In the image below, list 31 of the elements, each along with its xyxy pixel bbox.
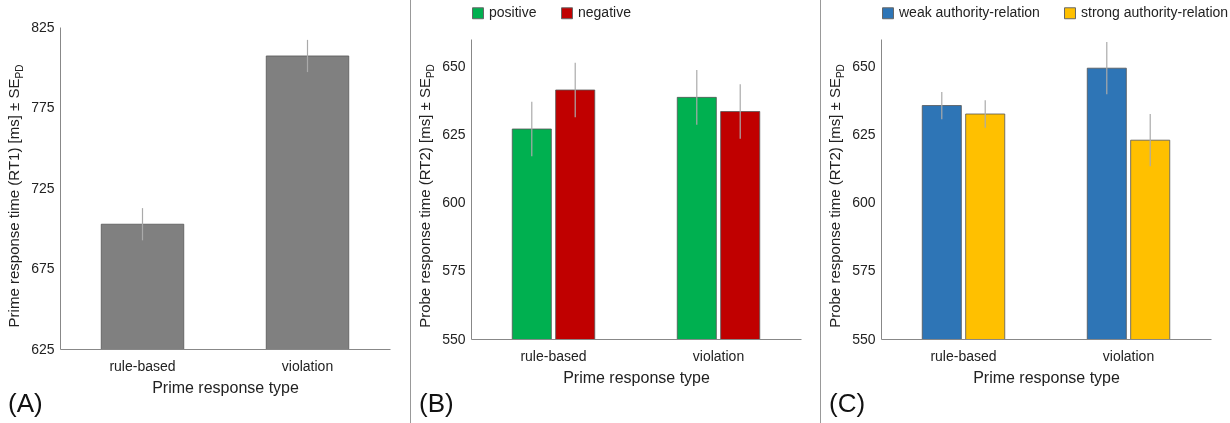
x-tick-label: violation (1102, 347, 1155, 364)
y-tick-label: 825 (31, 18, 55, 35)
x-tick-label: rule-based (930, 347, 997, 364)
x-axis-title: Prime response type (973, 368, 1120, 386)
y-tick-label: 775 (31, 99, 55, 115)
y-tick-label: 600 (442, 194, 466, 211)
y-tick-label: 600 (852, 194, 876, 211)
y-tick-label: 625 (442, 125, 466, 142)
legend-label: strong authority-relation (1081, 4, 1229, 21)
text: (A) (8, 388, 43, 419)
x-tick-label: rule-based (520, 347, 587, 364)
x-axis-title: Prime response type (563, 368, 710, 386)
y-tick-label: 650 (852, 57, 876, 74)
x-tick-label: violation (281, 357, 334, 374)
y-tick-label: 675 (31, 260, 55, 276)
text: (C) (829, 388, 866, 419)
y-tick-label: 625 (852, 125, 876, 142)
y-tick-label: 550 (442, 330, 466, 347)
y-tick-label: 725 (31, 179, 55, 196)
legend-label: negative (578, 4, 632, 21)
x-tick-label: violation (692, 347, 745, 364)
y-tick-label: 575 (852, 262, 876, 279)
y-tick-label: 625 (31, 340, 55, 357)
x-axis-title: Prime response type (152, 378, 299, 396)
x-tick-label: rule-based (109, 357, 176, 374)
y-tick-label: 575 (442, 262, 466, 279)
y-tick-label: 550 (852, 330, 876, 347)
text: (B) (419, 388, 454, 419)
y-tick-label: 650 (442, 57, 466, 74)
legend-label: weak authority-relation (898, 4, 1040, 21)
legend-label: positive (489, 4, 537, 21)
